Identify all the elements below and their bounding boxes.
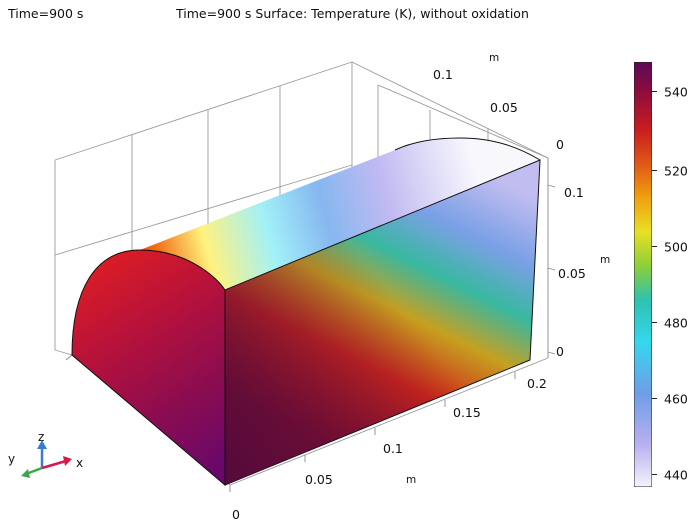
time-label: Time=900 s (8, 6, 84, 21)
y-tick-label: 0.1 (433, 67, 453, 82)
triad-z-label: z (38, 430, 45, 444)
colorbar-tick-label: 460 (664, 391, 688, 407)
x-tick-label: 0.05 (305, 472, 333, 487)
colorbar (634, 62, 652, 487)
plot-title: Time=900 s Surface: Temperature (K), wit… (176, 6, 529, 21)
colorbar-tick-mark (652, 322, 657, 323)
colorbar-tick-mark (652, 474, 657, 475)
z-unit-label: m (600, 254, 611, 266)
colorbar-tick-mark (652, 91, 657, 92)
cylinder-end-face (71, 249, 226, 487)
colorbar-tick-mark (652, 170, 657, 171)
triad-y-label: y (8, 452, 16, 466)
x-axis-ticks (65, 354, 516, 492)
axis-triad (21, 440, 72, 478)
y-tick-label: 0.05 (490, 100, 518, 115)
x-tick-label: 0.2 (527, 376, 547, 391)
colorbar-tick-label: 440 (664, 467, 688, 483)
x-tick-label: 0 (232, 507, 240, 522)
colorbar-tick-label: 520 (664, 163, 688, 179)
triad-x-label: x (76, 456, 84, 470)
colorbar-tick-label: 480 (664, 315, 688, 331)
colorbar-tick-label: 540 (664, 84, 688, 100)
x-tick-label: 0.15 (453, 405, 481, 420)
z-tick-label: 0 (556, 344, 564, 359)
x-unit-label: m (406, 474, 417, 486)
y-tick-label: 0 (556, 137, 564, 152)
z-tick-label: 0.05 (558, 266, 586, 281)
colorbar-tick-label: 500 (664, 239, 688, 255)
colorbar-tick-mark (652, 246, 657, 247)
z-tick-label: 0.1 (564, 185, 584, 200)
colorbar-tick-mark (652, 398, 657, 399)
y-unit-label: m (489, 52, 500, 64)
x-tick-label: 0.1 (383, 441, 403, 456)
